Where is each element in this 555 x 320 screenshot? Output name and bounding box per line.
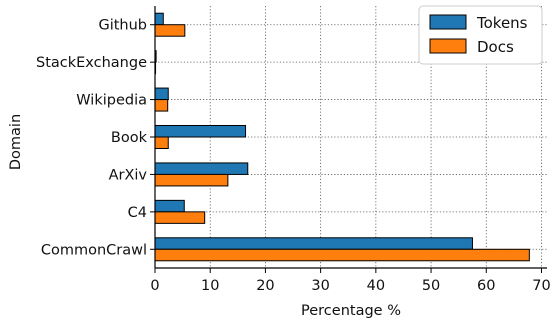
x-axis-ticks: 0 10 20 30 40 50 60 70 xyxy=(150,268,551,294)
bar-tokens-c4 xyxy=(154,199,185,213)
y-axis-label: Domain xyxy=(8,114,24,170)
bar-tokens-book xyxy=(154,125,247,138)
legend-swatch-docs xyxy=(429,38,467,54)
y-tick-label-c4: C4 xyxy=(128,205,147,221)
y-tick-label-stackexchange: StackExchange xyxy=(36,55,147,71)
x-axis-label: Percentage % xyxy=(301,303,401,319)
x-tick-label: 20 xyxy=(256,278,274,294)
y-tick-label-book: Book xyxy=(111,130,148,146)
x-tick-label: 0 xyxy=(150,278,159,294)
x-tick-label: 40 xyxy=(367,278,385,294)
x-tick-label: 70 xyxy=(532,278,550,294)
y-tick-label-arxiv: ArXiv xyxy=(109,167,148,183)
bar-docs-arxiv xyxy=(154,173,229,187)
legend-label-tokens: Tokens xyxy=(476,14,528,32)
y-tick-label-commoncrawl: CommonCrawl xyxy=(41,242,147,258)
legend: Tokens Docs xyxy=(418,5,543,65)
bar-tokens-commoncrawl xyxy=(154,237,473,250)
legend-label-docs: Docs xyxy=(477,38,514,56)
bar-tokens-wikipedia xyxy=(154,87,169,101)
bar-docs-wikipedia xyxy=(154,99,169,112)
x-tick-label: 50 xyxy=(422,278,440,294)
x-tick-label: 30 xyxy=(311,278,329,294)
bar-docs-c4 xyxy=(154,211,206,224)
bar-tokens-github xyxy=(154,12,164,26)
x-tick-label: 10 xyxy=(201,278,219,294)
bar-docs-book xyxy=(154,136,169,149)
y-tick-label-github: Github xyxy=(98,18,147,34)
y-tick-label-wikipedia: Wikipedia xyxy=(76,93,147,109)
bar-docs-github xyxy=(154,24,186,37)
legend-swatch-tokens xyxy=(429,14,467,30)
bar-docs-commoncrawl xyxy=(154,248,530,262)
x-tick-label: 60 xyxy=(477,278,495,294)
bar-tokens-arxiv xyxy=(154,162,249,175)
y-axis-ticks: CommonCrawl C4 ArXiv Book Wikipedia StackExch… xyxy=(36,18,155,258)
